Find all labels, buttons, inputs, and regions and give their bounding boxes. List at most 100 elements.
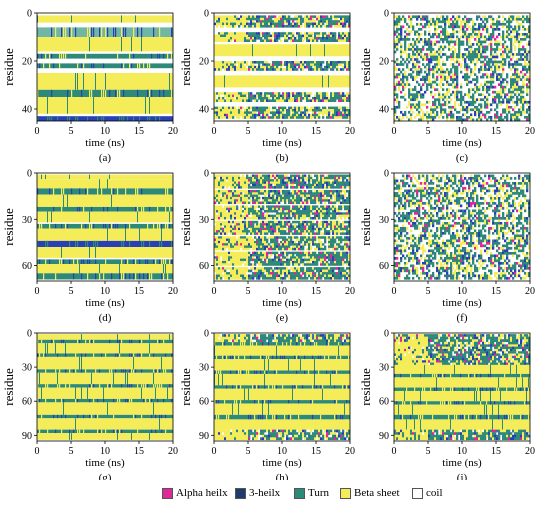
ss-cell — [514, 100, 517, 104]
ss-cell — [226, 176, 229, 180]
ss-cell — [504, 17, 507, 21]
ss-cell — [218, 61, 221, 64]
ss-cell — [240, 22, 243, 26]
ss-cell — [348, 214, 351, 218]
x-tick-label: 0 — [35, 126, 40, 137]
ss-cell — [266, 212, 269, 215]
ss-cell — [498, 40, 501, 44]
ss-cell — [252, 22, 255, 26]
ss-cell — [418, 110, 421, 114]
ss-tick — [125, 259, 127, 265]
ss-cell — [244, 192, 247, 195]
ss-cell — [308, 113, 311, 117]
ss-cell — [344, 212, 347, 215]
ss-tick — [147, 89, 149, 97]
ss-cell — [506, 48, 509, 51]
ss-cell — [484, 88, 487, 92]
ss-cell — [484, 63, 487, 66]
ss-cell — [410, 17, 413, 21]
ss-cell — [312, 225, 315, 228]
ss-cell — [526, 15, 529, 19]
ss-cell — [334, 109, 337, 112]
ss-cell — [480, 43, 483, 46]
ss-cell — [480, 40, 483, 44]
ss-cell — [318, 111, 321, 114]
ss-cell — [270, 92, 273, 95]
ss-cell — [496, 55, 499, 59]
ss-cell — [336, 17, 339, 21]
ss-cell — [230, 216, 233, 220]
ss-tick — [47, 240, 49, 248]
ss-cell — [448, 95, 451, 99]
ss-cell — [290, 232, 293, 235]
ss-cell — [296, 220, 299, 224]
ss-cell — [304, 20, 307, 23]
ss-cell — [468, 88, 471, 92]
ss-cell — [458, 38, 461, 41]
ss-cell — [276, 37, 279, 40]
ss-cell — [254, 68, 257, 71]
ss-cell — [226, 223, 229, 226]
ss-cell — [468, 45, 471, 49]
ss-cell — [270, 63, 273, 66]
ss-cell — [334, 223, 337, 226]
ss-cell — [264, 20, 267, 23]
ss-cell — [472, 70, 475, 74]
ss-cell — [322, 236, 325, 239]
ss-cell — [450, 22, 453, 26]
ss-cell — [284, 236, 287, 239]
ss-tick — [103, 206, 105, 212]
ss-cell — [342, 111, 345, 114]
ss-cell — [318, 216, 321, 220]
ss-cell — [322, 196, 325, 200]
ss-cell — [444, 93, 447, 97]
ss-tick — [169, 211, 170, 223]
ss-cell — [406, 105, 409, 109]
ss-cell — [226, 189, 229, 193]
ss-cell — [292, 116, 295, 119]
ss-cell — [266, 216, 269, 220]
ss-cell — [320, 199, 323, 202]
ss-cell — [410, 115, 413, 119]
ss-cell — [298, 176, 301, 180]
ss-cell — [308, 92, 311, 95]
ss-cell — [262, 109, 265, 112]
ss-cell — [268, 97, 271, 100]
ss-cell — [454, 25, 457, 29]
ss-cell — [422, 113, 425, 117]
ss-tick — [133, 116, 135, 121]
ss-cell — [440, 113, 443, 117]
ss-cell — [306, 210, 309, 213]
ss-cell — [278, 189, 281, 193]
ss-cell — [424, 58, 427, 61]
ss-cell — [262, 225, 265, 228]
ss-cell — [446, 55, 449, 59]
ss-cell — [278, 230, 281, 233]
ss-cell — [342, 22, 345, 26]
ss-cell — [490, 45, 493, 49]
ss-cell — [238, 227, 241, 231]
ss-cell — [228, 189, 231, 193]
ss-cell — [260, 61, 263, 64]
ss-cell — [518, 98, 521, 102]
ss-cell — [232, 236, 235, 239]
ss-cell — [436, 60, 439, 64]
ss-cell — [396, 27, 399, 31]
ss-cell — [252, 225, 255, 228]
ss-cell — [228, 216, 231, 220]
ss-cell — [252, 111, 255, 114]
ss-cell — [280, 63, 283, 66]
ss-cell — [488, 93, 491, 97]
ss-cell — [454, 50, 457, 54]
ss-cell — [348, 92, 351, 95]
ss-cell — [300, 216, 303, 220]
ss-cell — [312, 201, 315, 205]
ss-cell — [328, 236, 331, 239]
ss-cell — [432, 75, 435, 79]
ss-cell — [408, 38, 411, 41]
ss-cell — [404, 113, 407, 117]
ss-cell — [448, 70, 451, 74]
ss-cell — [258, 230, 261, 233]
ss-cell — [340, 236, 343, 239]
ss-cell — [520, 33, 523, 36]
